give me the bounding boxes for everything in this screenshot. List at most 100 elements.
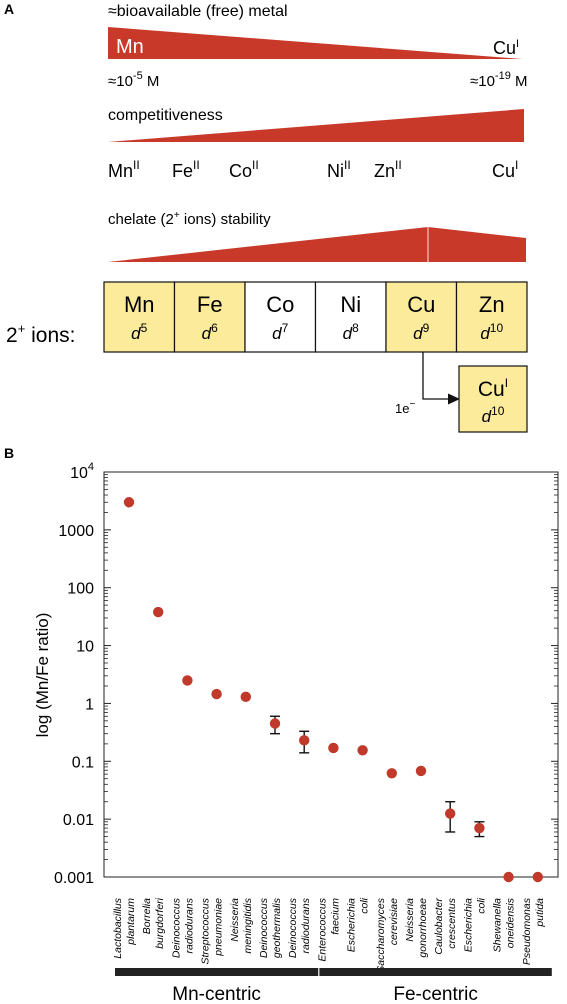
x-category-label: oneidensis — [505, 897, 517, 948]
group-label: Fe-centric — [393, 984, 477, 1004]
ions-row-label: 2+ ions: — [6, 321, 75, 347]
x-category-label: coli — [359, 897, 371, 913]
data-points — [123, 497, 543, 883]
chelate-wedge — [108, 227, 526, 262]
ion-cell — [455, 281, 528, 353]
x-category-label: Deinococcus — [287, 897, 299, 958]
reduced-cu-cell — [458, 365, 528, 433]
ion-d-config: d10 — [480, 321, 503, 343]
ion-cell — [103, 281, 176, 353]
group-label: Mn-centric — [172, 984, 261, 1004]
x-category-label: faecium — [329, 898, 341, 935]
x-category-label: radiodurans — [183, 897, 195, 953]
y-axis-ticks: 104 1000 100 10 1 0.1 0.01 0.001 — [54, 461, 558, 887]
ion-symbol: Fe — [197, 292, 223, 317]
y-tick-label: 0.1 — [72, 754, 94, 771]
ion-symbol: Zn — [479, 292, 505, 317]
x-category-label: plantarum — [125, 898, 137, 946]
reduced-cu-symbol: CuI — [478, 376, 508, 401]
data-point — [299, 735, 310, 746]
ion-d-config: d6 — [202, 321, 218, 343]
panel-b-label: B — [4, 445, 14, 461]
x-category-label: Borrelia — [141, 898, 153, 934]
x-category-label: coli — [475, 897, 487, 913]
x-category-label: Neisseria — [229, 898, 241, 942]
electron-label: 1e− — [395, 399, 415, 416]
data-point — [532, 871, 543, 883]
x-category-label: Deinococcus — [170, 897, 182, 958]
x-category-label: radiodurans — [300, 897, 312, 953]
ion-d-config: d8 — [343, 321, 359, 343]
bioavailable-right-metal: CuI — [493, 38, 519, 58]
bioavailable-wedge — [108, 27, 522, 59]
y-tick-label: 1 — [85, 696, 94, 713]
x-category-label: Pseudomonas — [521, 897, 533, 965]
x-category-label: Saccharomyces — [375, 897, 387, 972]
competitiveness-ion: ZnII — [374, 158, 402, 181]
group-bar — [319, 968, 552, 976]
left-concentration: ≈10-5 M — [108, 70, 159, 90]
panel-a-label: A — [4, 1, 14, 17]
x-category-label: Caulobacter — [433, 898, 445, 955]
x-axis-labels: Lactobacillus plantarum Borrelia burgdorfer… — [112, 897, 546, 972]
x-category-label: Shewanella — [492, 898, 504, 952]
competitiveness-ion: MnII — [108, 158, 140, 181]
data-point — [182, 675, 193, 686]
ion-cells: Mn d5 Fe d6 Co d7 Ni d8 Cu d9 Zn d10 — [103, 281, 528, 353]
ion-d-config: d9 — [413, 321, 429, 343]
bioavailable-left-metal: Mn — [116, 36, 144, 58]
bioavailable-title: ≈bioavailable (free) metal — [108, 3, 288, 20]
x-category-label: putida — [534, 898, 546, 928]
competitiveness-title: competitiveness — [108, 107, 223, 124]
data-point — [445, 808, 456, 819]
data-point — [415, 765, 427, 777]
y-tick-label: 0.001 — [54, 870, 94, 887]
data-point — [153, 606, 164, 618]
data-point — [240, 691, 251, 703]
reduction-arrow-head — [448, 393, 460, 405]
y-tick-label: 100 — [67, 581, 94, 598]
ion-symbol: Cu — [407, 292, 435, 317]
x-category-label: burgdorferi — [154, 897, 166, 948]
y-tick-label: 0.01 — [63, 812, 94, 829]
data-point — [503, 871, 514, 883]
ion-symbol: Ni — [340, 292, 361, 317]
x-category-label: Neisseria — [404, 898, 416, 942]
competitiveness-ion-list: MnII FeII CoII NiII ZnII CuI — [108, 158, 518, 181]
y-tick-label: 1000 — [58, 523, 94, 540]
ion-cell — [244, 281, 317, 353]
x-category-label: meningitidis — [242, 897, 254, 953]
group-bars: Mn-centric Fe-centric — [115, 968, 552, 1004]
competitiveness-ion: CoII — [229, 158, 259, 181]
ion-d-config: d7 — [272, 321, 288, 343]
competitiveness-ion: CuI — [492, 158, 518, 181]
x-category-label: crescentus — [446, 897, 458, 949]
reduction-arrow-line — [422, 352, 449, 400]
ion-symbol: Mn — [124, 292, 155, 317]
ion-cell — [385, 281, 458, 353]
chelate-title: chelate (2+ ions) stability — [108, 210, 271, 228]
competitiveness-ion: FeII — [172, 158, 200, 181]
x-category-label: gonorrhoeae — [417, 898, 429, 958]
y-axis-label: log (Mn/Fe ratio) — [33, 613, 52, 738]
data-point — [123, 497, 135, 508]
competitiveness-ion: NiII — [327, 158, 351, 181]
x-category-label: Lactobacillus — [112, 897, 124, 958]
y-tick-label: 10 — [76, 639, 94, 656]
x-category-label: Deinococcus — [258, 897, 270, 958]
data-point — [357, 745, 368, 756]
data-point — [328, 742, 339, 754]
data-point — [474, 822, 485, 834]
group-bar — [115, 968, 319, 976]
x-category-label: Enterococcus — [316, 897, 328, 961]
competitiveness-wedge — [108, 109, 524, 142]
ion-cell — [173, 281, 246, 353]
x-category-label: Escherichia — [462, 898, 474, 952]
data-point — [386, 768, 397, 779]
x-category-label: cerevisiae — [388, 898, 400, 945]
x-category-label: Streptococcus — [200, 897, 212, 964]
right-concentration: ≈10-19 M — [470, 70, 528, 90]
x-category-label: geothermalis — [271, 897, 283, 958]
plot-frame — [103, 471, 559, 878]
